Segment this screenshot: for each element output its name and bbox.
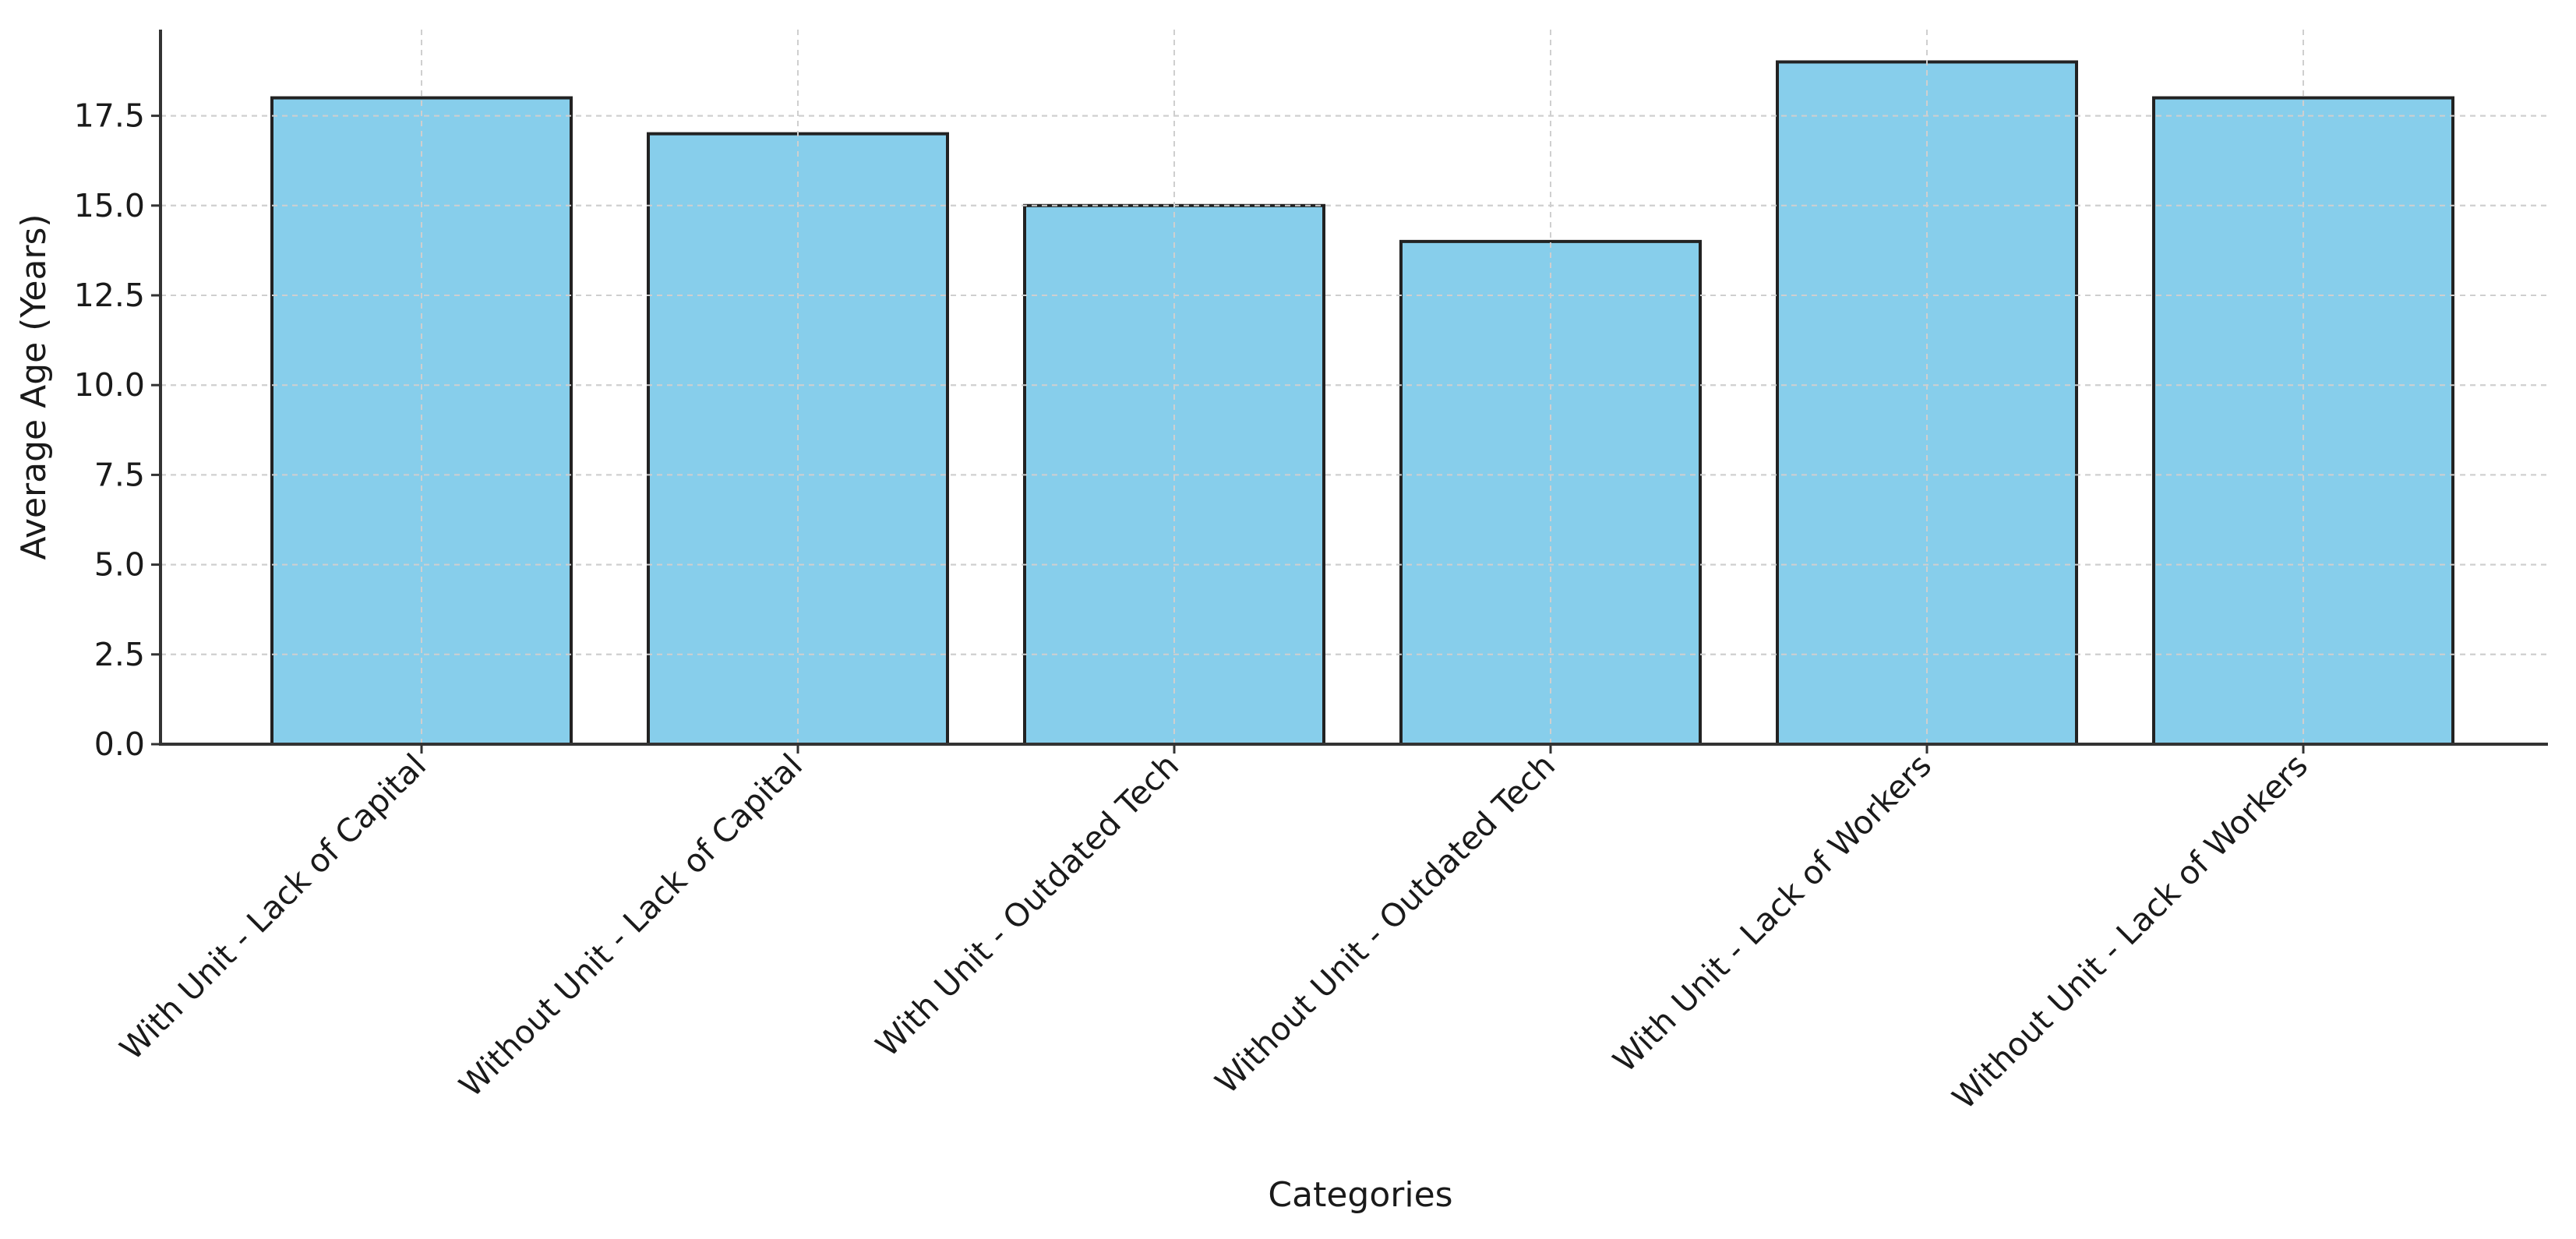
x-tick-label: With Unit - Outdated Tech <box>869 747 1186 1064</box>
y-tick-label: 7.5 <box>94 456 145 493</box>
y-tick-label: 5.0 <box>94 546 145 584</box>
y-tick-label: 17.5 <box>74 97 145 135</box>
y-tick-label: 0.0 <box>94 725 145 763</box>
x-tick-label: Without Unit - Lack of Workers <box>1945 747 2315 1117</box>
x-tick-label: With Unit - Lack of Workers <box>1606 747 1939 1079</box>
y-tick-label: 12.5 <box>74 277 145 314</box>
x-tick-label: Without Unit - Outdated Tech <box>1208 747 1562 1101</box>
y-tick-labels: 0.0 2.5 5.0 7.5 10.0 12.5 15.0 17.5 <box>74 97 161 763</box>
y-tick-label: 15.0 <box>74 187 145 224</box>
y-axis-title: Average Age (Years) <box>14 214 54 559</box>
axes <box>159 30 2548 746</box>
x-tick-label: Without Unit - Lack of Capital <box>452 747 810 1104</box>
y-tick-label: 10.0 <box>74 366 145 404</box>
x-tick-labels: With Unit - Lack of Capital Without Unit … <box>113 744 2315 1117</box>
x-tick-label: With Unit - Lack of Capital <box>113 747 434 1068</box>
y-tick-label: 2.5 <box>94 636 145 673</box>
bars <box>161 30 2548 747</box>
x-axis-title: Categories <box>1268 1175 1452 1215</box>
